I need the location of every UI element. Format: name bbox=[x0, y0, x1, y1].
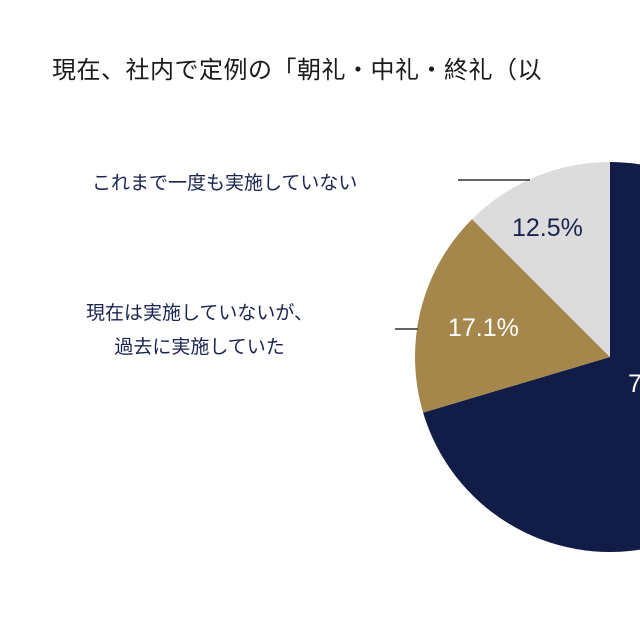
slice-never bbox=[472, 162, 610, 357]
chart-title: 現在、社内で定例の「朝礼・中礼・終礼（以 bbox=[52, 56, 542, 84]
label-never: これまで一度も実施していない bbox=[92, 172, 358, 194]
percent-now: 7 bbox=[628, 370, 640, 398]
label-past: 現在は実施していないが、 過去に実施していた bbox=[86, 296, 313, 364]
percent-past: 17.1% bbox=[448, 314, 519, 342]
percent-never: 12.5% bbox=[512, 214, 583, 242]
label-past-line2: 過去に実施していた bbox=[114, 336, 285, 358]
slice-past bbox=[414, 219, 610, 413]
slice-now bbox=[423, 162, 640, 552]
label-past-line1: 現在は実施していないが、 bbox=[86, 302, 314, 324]
